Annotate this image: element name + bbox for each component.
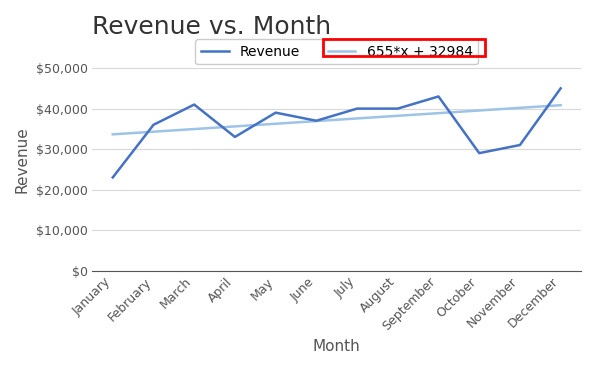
X-axis label: Month: Month: [313, 339, 361, 354]
Legend: Revenue, 655*x + 32984: Revenue, 655*x + 32984: [195, 39, 478, 64]
Y-axis label: Revenue: Revenue: [15, 126, 30, 193]
Text: Revenue vs. Month: Revenue vs. Month: [92, 15, 331, 39]
